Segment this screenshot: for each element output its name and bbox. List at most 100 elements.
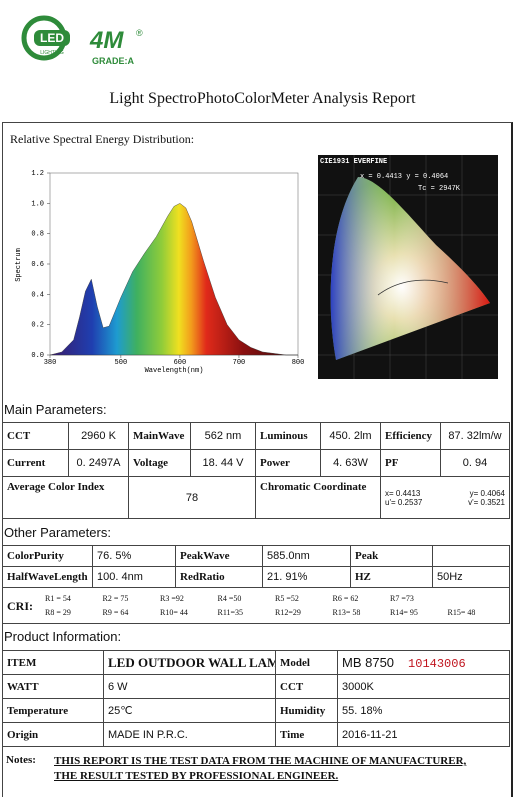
table-cell: MB 8750 10143006: [337, 650, 510, 675]
table-cell: 2016-11-21: [337, 722, 510, 747]
table-cell: Luminous: [255, 422, 321, 450]
cie-locus-shade: [330, 177, 490, 360]
x-axis-label: Wavelength(nm): [145, 367, 204, 375]
table-cell: Model: [275, 650, 338, 675]
table-cell: LED OUTDOOR WALL LAMP: [103, 650, 276, 675]
serial-number: 10143006: [408, 656, 466, 671]
planck-locus: [377, 279, 449, 296]
table-cell: Temperature: [2, 698, 104, 723]
table-cell: 55. 18%: [337, 698, 510, 723]
table-cell: Origin: [2, 722, 104, 747]
table-cell: WATT: [2, 674, 104, 699]
x-tick-label: 380: [44, 359, 57, 367]
cri-item: R4 =50: [217, 593, 242, 603]
table-cell: HalfWaveLength: [2, 566, 93, 588]
y-tick-label: 0.2: [31, 322, 44, 330]
logo-reg: ®: [136, 28, 143, 38]
table-cell: 50Hz: [432, 566, 510, 588]
table-cell: 21. 91%: [262, 566, 351, 588]
spectrum-area: [49, 203, 298, 356]
notes-label: Notes:: [6, 754, 36, 766]
table-cell: 585.0nm: [262, 545, 351, 567]
x-tick-label: 600: [174, 359, 187, 367]
table-cell: PeakWave: [175, 545, 263, 567]
table-cell: MainWave: [128, 422, 191, 450]
main-table: CCT 2960 K MainWave 562 nm Luminous 450. 2lm E…: [2, 422, 510, 519]
logo-badge: [34, 30, 70, 46]
y-tick-label: 1.0: [31, 200, 44, 208]
notes-line: THE RESULT TESTED BY PROFESSIONAL ENGINE…: [54, 770, 339, 782]
table-cell: HZ: [350, 566, 433, 588]
table-cell: 76. 5%: [92, 545, 176, 567]
table-cell: ColorPurity: [2, 545, 93, 567]
cri-item: R11=35: [217, 607, 244, 617]
table-cell: Average Color Index: [2, 476, 129, 519]
table-cell: RedRatio: [175, 566, 263, 588]
cri-item: R12=29: [275, 607, 301, 617]
table-cell: Chromatic Coordinate: [255, 476, 381, 519]
cri-label: CRI:: [7, 598, 33, 613]
chroma-uv: u'= 0.2537 v'= 0.3521: [385, 498, 505, 507]
cie-title: CIE1931 EVERFINE: [320, 158, 387, 166]
table-cell: Power: [255, 449, 321, 477]
notes-text: THIS REPORT IS THE TEST DATA FROM THE MA…: [54, 754, 466, 784]
table-cell: PF: [380, 449, 441, 477]
text: v'= 0.3521: [468, 497, 505, 507]
cri-item: R6 = 62: [332, 593, 359, 603]
cri-item: R3 =92: [160, 593, 184, 603]
x-tick-label: 700: [233, 359, 246, 367]
cri-grid: CRI: R1 = 54 R2 = 75 R3 =92 R4 =50 R5 =52 R6 =…: [7, 592, 505, 620]
table-cell: Voltage: [128, 449, 191, 477]
table-cell: 2960 K: [68, 422, 129, 450]
table-cell: Humidity: [275, 698, 338, 723]
table-row: WATT 6 W CCT 3000K: [2, 674, 510, 699]
cri-item: R9 = 64: [102, 607, 129, 617]
cie-diagram: CIE1931 EVERFINE x = 0.4413 y = 0.4064 T…: [318, 155, 498, 379]
table-cell: 4. 63W: [320, 449, 381, 477]
section-heading: Product Information:: [4, 629, 122, 644]
table-cell: 87. 32lm/w: [440, 422, 510, 450]
text: u'= 0.2537: [385, 497, 423, 507]
table-cell: 3000K: [337, 674, 510, 699]
cri-item: R1 = 54: [45, 593, 71, 603]
table-cell: 0. 94: [440, 449, 510, 477]
table-cell: 0. 2497A: [68, 449, 129, 477]
cri-item: R5 =52: [275, 593, 299, 603]
cri-item: R10= 44: [160, 607, 188, 617]
notes-line: THIS REPORT IS THE TEST DATA FROM THE MA…: [54, 755, 467, 767]
y-tick-label: 0.6: [31, 261, 44, 269]
table-row: Origin MADE IN P.R.C. Time 2016-11-21: [2, 722, 510, 747]
cri-item: R2 = 75: [102, 593, 129, 603]
table-cell: 18. 44 V: [190, 449, 256, 477]
cie-tc: Tc = 2947K: [418, 185, 461, 193]
table-cell: CCT: [275, 674, 338, 699]
table-cell: MADE IN P.R.C.: [103, 722, 276, 747]
table-cell: 100. 4nm: [92, 566, 176, 588]
y-tick-label: 1.2: [31, 170, 44, 178]
table-cell: Peak: [350, 545, 433, 567]
x-tick-label: 500: [115, 359, 128, 367]
table-cell: 78: [128, 476, 256, 519]
table-cell: Efficiency: [380, 422, 441, 450]
table-cell: 6 W: [103, 674, 276, 699]
table-cell: CRI: R1 = 54 R2 = 75 R3 =92 R4 =50 R5 =52 R6 =…: [2, 587, 510, 624]
cri-item: R13= 58: [332, 607, 361, 617]
table-cell: 450. 2lm: [320, 422, 381, 450]
section-heading: Other Parameters:: [4, 525, 111, 540]
other-table: ColorPurity 76. 5% PeakWave 585.0nm Peak Half…: [2, 545, 510, 624]
table-row: Temperature 25℃ Humidity 55. 18%: [2, 698, 510, 723]
y-tick-label: 0.8: [31, 231, 44, 239]
y-axis-label: Spectrum: [15, 248, 23, 282]
text: y= 0.4064: [469, 488, 505, 498]
text: x= 0.4413: [385, 488, 421, 498]
logo: LED LIGHTING 4M ® GRADE:A: [21, 15, 143, 66]
chroma-xy: x= 0.4413 y= 0.4064: [385, 489, 505, 498]
spectrum-heading: Relative Spectral Energy Distribution:: [10, 132, 195, 146]
cri-item: R14= 95: [390, 607, 418, 617]
table-cell: Time: [275, 722, 338, 747]
x-tick-label: 800: [292, 359, 305, 367]
y-tick-label: 0.4: [31, 291, 44, 299]
section-heading: Main Parameters:: [4, 402, 107, 417]
spectrum-chart: Spectrum Wavelength(nm) 0.0 0.2 0.4 0.6 0.8 1…: [15, 170, 305, 375]
